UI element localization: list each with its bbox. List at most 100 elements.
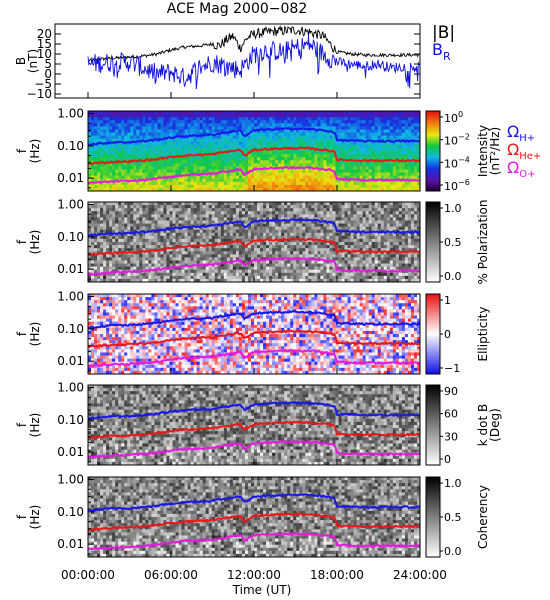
spectrogram-cell	[362, 135, 367, 140]
spectrogram-cell	[299, 181, 303, 186]
spectrogram-cell	[178, 160, 182, 164]
spectrogram-cell	[371, 169, 376, 173]
spectrogram-cell	[202, 238, 207, 243]
spectrogram-cell	[305, 263, 309, 268]
spectrogram-cell	[266, 229, 270, 234]
spectrogram-cell	[181, 278, 185, 283]
spectrogram-cell	[323, 132, 327, 137]
spectrogram-cell	[211, 123, 216, 127]
spectrogram-cell	[145, 232, 149, 237]
spectrogram-cell	[341, 181, 345, 186]
spectrogram-cell	[254, 181, 258, 186]
spectrogram-cell	[416, 172, 421, 177]
legend-B-R-base: B	[432, 40, 443, 59]
spectrogram-cell	[214, 260, 219, 264]
spectrogram-cell	[317, 242, 321, 246]
spectrogram-cell	[290, 187, 294, 192]
spectrogram-cell	[112, 147, 116, 152]
spectrogram-cell	[187, 208, 192, 212]
spectrogram-cell	[250, 157, 255, 161]
spectrogram-cell	[154, 251, 158, 255]
spectrogram-cell	[244, 138, 249, 143]
spectrogram-cell	[254, 211, 258, 215]
spectrogram-cell	[175, 202, 179, 206]
spectrogram-cell	[157, 275, 161, 280]
spectrogram-cell	[100, 111, 104, 115]
spectrogram-cell	[308, 275, 312, 280]
spectrogram-cell	[305, 141, 309, 146]
spectrogram-cell	[136, 144, 140, 149]
spectrogram-cell	[362, 141, 367, 146]
spectrogram-cell	[314, 248, 318, 252]
spectrogram-cell	[272, 141, 276, 146]
spectrogram-cell	[308, 242, 312, 246]
spectrogram-cell	[416, 175, 421, 180]
spectrogram-cell	[172, 278, 176, 283]
spectrogram-cell	[275, 114, 279, 118]
spectrogram-cell	[199, 220, 204, 224]
spectrogram-cell	[184, 160, 188, 164]
spectrogram-cell	[88, 126, 92, 130]
spectrogram-cell	[263, 254, 267, 258]
spectrogram-cell	[199, 135, 204, 140]
spectrogram-cell	[130, 266, 134, 271]
spectrogram-cell	[220, 211, 225, 215]
spectrogram-cell	[365, 187, 370, 192]
spectrogram-cell	[115, 266, 119, 271]
spectrogram-cell	[199, 181, 204, 186]
spectrogram-cell	[148, 251, 152, 255]
spectrogram-cell	[407, 172, 412, 177]
spectrogram-cell	[97, 226, 101, 231]
spectrogram-cell	[247, 214, 252, 218]
spectrogram-cell	[211, 202, 216, 206]
spectrogram-cell	[244, 178, 249, 183]
spectrogram-cell	[326, 157, 330, 161]
spectrogram-cell	[223, 248, 228, 252]
spectrogram-cell	[112, 184, 116, 189]
spectrogram-cell	[323, 220, 327, 224]
spectrogram-cell	[392, 120, 397, 124]
spectrogram-cell	[235, 211, 240, 215]
spectrogram-cell	[281, 117, 285, 121]
spectrogram-cell	[392, 157, 397, 161]
spectrogram-cell	[127, 157, 131, 161]
spectrogram-cell	[142, 217, 146, 221]
spectrogram-cell	[232, 151, 237, 155]
spectrogram-cell	[389, 154, 394, 158]
spectrogram-cell	[338, 114, 342, 118]
spectrogram-cell	[148, 217, 152, 221]
spectrogram-cell	[199, 187, 204, 192]
spectrogram-cell	[91, 178, 95, 183]
spectrogram-cell	[359, 126, 364, 130]
spectrogram-cell	[353, 169, 358, 173]
spectrogram-cell	[410, 166, 415, 170]
spectrogram-cell	[269, 220, 273, 224]
spectrogram-cell	[275, 248, 279, 252]
spectrogram-cell	[263, 163, 267, 167]
spectrogram-cell	[407, 157, 412, 161]
spectrogram-cell	[341, 111, 345, 115]
spectrogram-cell	[299, 208, 303, 212]
spectrogram-cell	[365, 117, 370, 121]
spectrogram-cell	[88, 205, 92, 209]
spectrogram-cell	[199, 132, 204, 137]
spectrogram-cell	[407, 169, 412, 173]
spectrogram-cell	[308, 220, 312, 224]
spectrogram-cell	[91, 220, 95, 224]
spectrogram-cell	[278, 160, 282, 164]
spectrogram-cell	[335, 126, 339, 130]
spectrogram-cell	[244, 166, 249, 170]
spectrogram-cell	[211, 147, 216, 152]
spectrogram-cell	[266, 220, 270, 224]
spectrogram-cell	[299, 260, 303, 264]
spectrogram-cell	[109, 111, 113, 115]
spectrogram-cell	[380, 187, 385, 192]
spectrogram-cell	[106, 135, 110, 140]
spectrogram-cell	[320, 111, 324, 115]
spectrogram-cell	[311, 232, 315, 237]
spectrogram-cell	[172, 248, 176, 252]
spectrogram-cell	[235, 214, 240, 218]
spectrogram-cell	[196, 202, 201, 206]
spectrogram-cell	[223, 114, 228, 118]
spectrogram-cell	[229, 163, 234, 167]
